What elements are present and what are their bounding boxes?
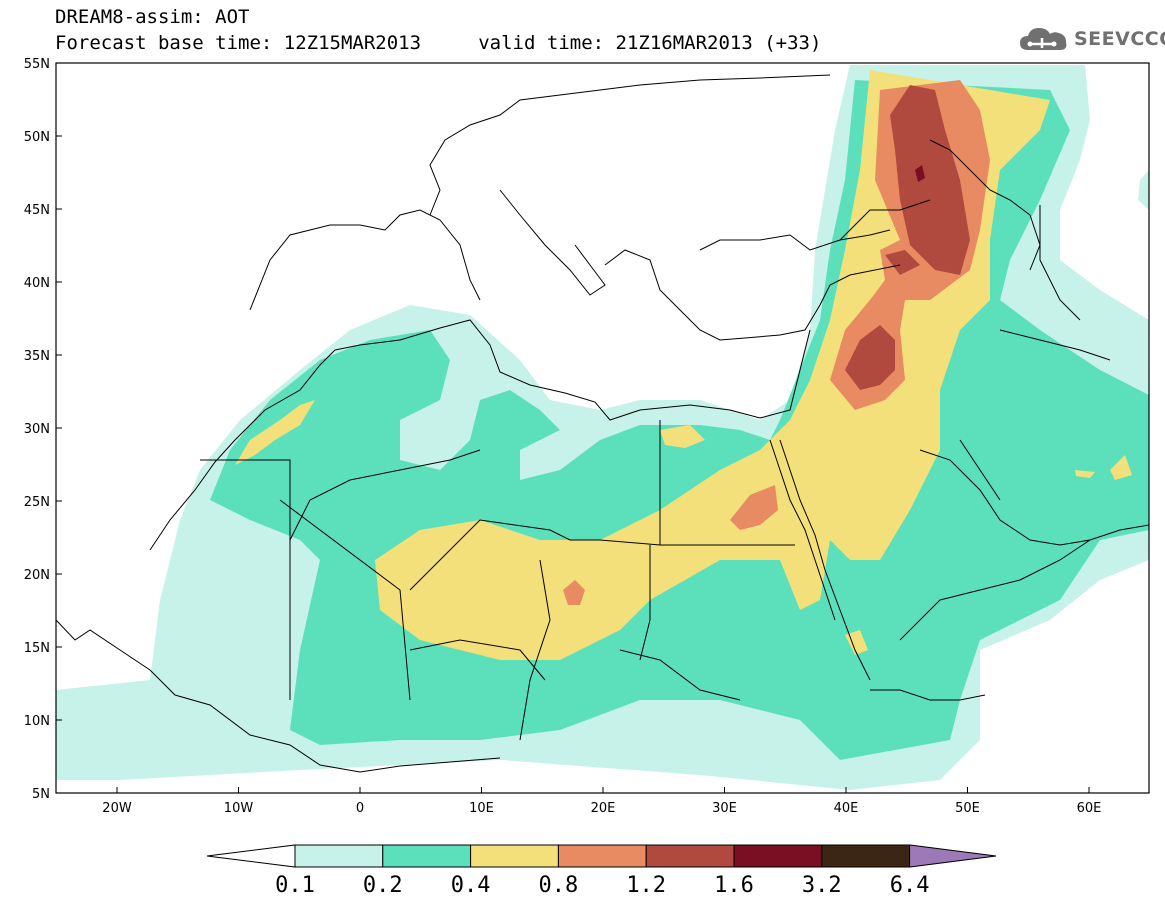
colorbar-label: 6.4 bbox=[890, 873, 930, 898]
lat-tick-label: 5N bbox=[32, 787, 50, 802]
lat-tick-label: 50N bbox=[24, 130, 50, 145]
cloud-icon bbox=[1020, 28, 1067, 50]
coastlines-borders bbox=[56, 74, 1149, 773]
lat-tick-label: 20N bbox=[24, 568, 50, 583]
seevccc-logo: SEEVCCC bbox=[1018, 24, 1165, 54]
colorbar-label: 3.2 bbox=[802, 873, 842, 898]
colorbar-segment bbox=[645, 844, 735, 868]
lat-tick-label: 15N bbox=[24, 641, 50, 656]
colorbar: 0.1 0.2 0.4 0.8 1.2 1.6 3.2 6.4 bbox=[206, 844, 997, 898]
lon-tick-label: 40E bbox=[834, 801, 859, 816]
lon-tick-label: 20E bbox=[591, 801, 616, 816]
colorbar-segment bbox=[733, 844, 823, 868]
logo-text: SEEVCCC bbox=[1074, 28, 1165, 50]
longitude-axis: 20W 10W 0 10E 20E 30E 40E 50E 60E bbox=[102, 787, 1101, 816]
aot-level-1.2 bbox=[845, 85, 970, 390]
colorbar-segment bbox=[294, 844, 384, 868]
lon-tick-label: 20W bbox=[102, 801, 132, 816]
colorbar-over-arrow bbox=[909, 844, 997, 868]
lon-tick-label: 30E bbox=[712, 801, 737, 816]
colorbar-segment bbox=[557, 844, 647, 868]
colorbar-label: 1.2 bbox=[626, 873, 666, 898]
colorbar-label: 0.8 bbox=[539, 873, 579, 898]
lon-tick-label: 10W bbox=[224, 801, 254, 816]
colorbar-label: 0.4 bbox=[451, 873, 491, 898]
latitude-axis: 55N 50N 45N 40N 35N 30N 25N 20N 15N 10N 5N bbox=[24, 57, 62, 802]
aot-level-1.6 bbox=[915, 165, 925, 182]
colorbar-segment bbox=[382, 844, 472, 868]
lon-tick-label: 10E bbox=[469, 801, 494, 816]
lat-tick-label: 25N bbox=[24, 495, 50, 510]
lat-tick-label: 55N bbox=[24, 57, 50, 72]
aot-contour-fields bbox=[56, 65, 1149, 790]
aot-level-0.4 bbox=[235, 70, 1132, 660]
lat-tick-label: 10N bbox=[24, 714, 50, 729]
colorbar-segment bbox=[821, 844, 911, 868]
lat-tick-label: 35N bbox=[24, 349, 50, 364]
colorbar-segment bbox=[470, 844, 559, 868]
lat-tick-label: 45N bbox=[24, 203, 50, 218]
colorbar-under-arrow bbox=[206, 844, 296, 868]
colorbar-label: 0.2 bbox=[363, 873, 403, 898]
lat-tick-label: 30N bbox=[24, 422, 50, 437]
lat-tick-label: 40N bbox=[24, 276, 50, 291]
lon-tick-label: 60E bbox=[1077, 801, 1102, 816]
forecast-time-subtitle: Forecast base time: 12Z15MAR2013 valid t… bbox=[55, 32, 822, 54]
lon-tick-label: 0 bbox=[356, 801, 364, 816]
lon-tick-label: 50E bbox=[955, 801, 980, 816]
colorbar-label: 1.6 bbox=[714, 873, 754, 898]
map-title: DREAM8-assim: AOT bbox=[55, 6, 250, 28]
colorbar-label: 0.1 bbox=[275, 873, 315, 898]
